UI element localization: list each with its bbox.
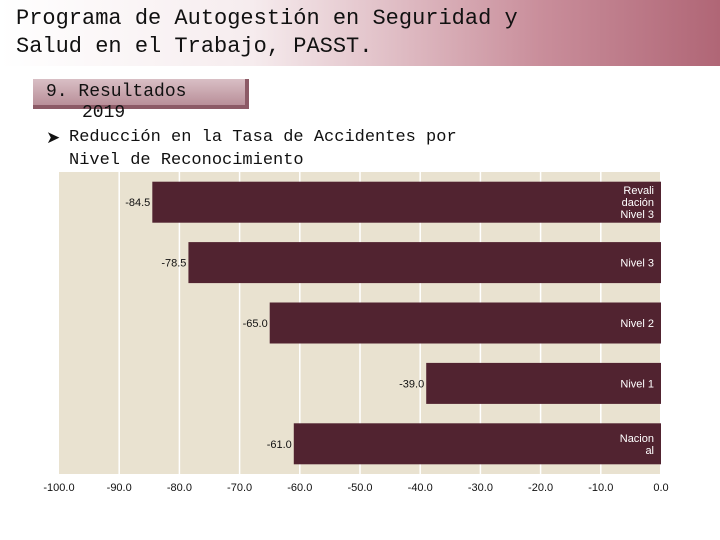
bar-category-label-0-0: Revali [623,185,654,197]
title-line-1: Programa de Autogestión en Seguridad y [16,6,518,31]
bar-value-label-0: -84.5 [125,197,150,209]
section-number-label: 9. Resultados [46,82,187,102]
x-tick-label-3: -70.0 [227,482,252,494]
x-tick-label-6: -40.0 [408,482,433,494]
bar-category-label-4-1: al [645,445,654,457]
x-tick-label-9: -10.0 [588,482,613,494]
bar-value-label-3: -39.0 [399,378,424,390]
x-tick-label-7: -30.0 [468,482,493,494]
x-tick-label-2: -80.0 [167,482,192,494]
section-label-box [33,79,249,109]
title-line-2: Salud en el Trabajo, PASST. [16,34,373,59]
bar-value-label-1: -78.5 [161,258,186,270]
bar-category-label-1-0: Nivel 3 [620,258,654,270]
bar-category-label-4-0: Nacion [620,433,654,445]
bar-0 [152,181,661,223]
bar-category-label-0-2: Nivel 3 [620,209,654,221]
bar-value-label-2: -65.0 [243,318,268,330]
chart-subtitle: Reducción en la Tasa de Accidentes por N… [69,126,589,172]
x-tick-label-4: -60.0 [287,482,312,494]
x-tick-label-8: -20.0 [528,482,553,494]
bar-4 [293,423,661,465]
bar-2 [269,302,661,344]
header-band: Programa de Autogestión en Seguridad y S… [0,0,720,66]
bar-1 [188,242,661,284]
page-title: Programa de Autogestión en Seguridad y S… [16,5,616,61]
subtitle-line-2: Nivel de Reconocimiento [69,151,304,170]
bar-category-label-3-0: Nivel 1 [620,378,654,390]
x-tick-label-10: 0.0 [653,482,668,494]
x-tick-label-5: -50.0 [347,482,372,494]
arrow-bullet-icon: ➤ [46,128,61,147]
x-tick-label-1: -90.0 [107,482,132,494]
bar-value-label-4: -61.0 [267,439,292,451]
subtitle-line-1: Reducción en la Tasa de Accidentes por [69,128,457,147]
section-year: 2019 [82,103,126,123]
bar-3 [426,362,661,404]
x-tick-label-0: -100.0 [43,482,74,494]
bar-category-label-2-0: Nivel 2 [620,318,654,330]
bar-category-label-0-1: dación [622,197,654,209]
